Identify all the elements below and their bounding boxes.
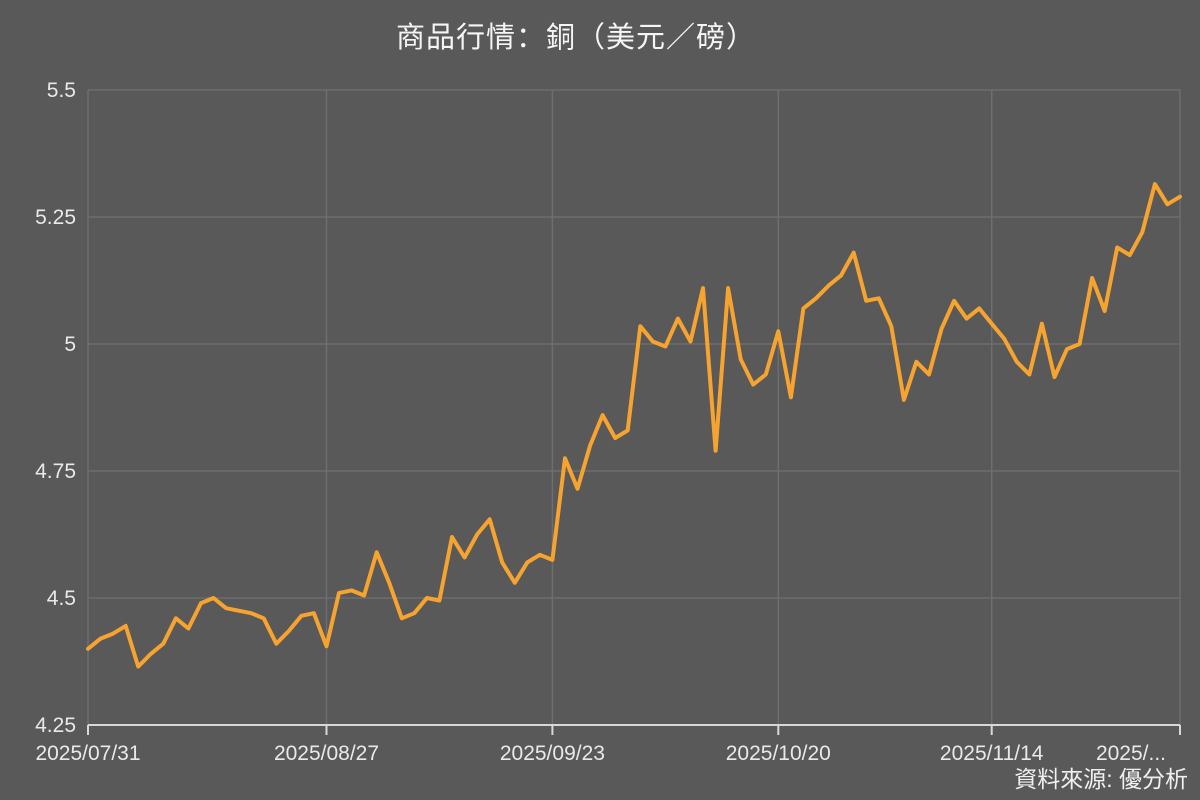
svg-text:4.5: 4.5 bbox=[47, 587, 76, 610]
price-line[interactable] bbox=[86, 182, 1182, 669]
svg-text:5.25: 5.25 bbox=[35, 206, 76, 229]
svg-text:2025/10/20: 2025/10/20 bbox=[726, 742, 831, 765]
svg-text:2025/11/14: 2025/11/14 bbox=[940, 742, 1044, 765]
svg-text:4.25: 4.25 bbox=[35, 714, 76, 737]
horizontal-gridlines bbox=[88, 89, 1180, 599]
svg-text:4.75: 4.75 bbox=[35, 460, 76, 483]
svg-text:2025/08/27: 2025/08/27 bbox=[274, 742, 379, 765]
svg-text:2025/07/31: 2025/07/31 bbox=[35, 742, 140, 765]
svg-text:2025/...: 2025/... bbox=[1096, 742, 1166, 765]
svg-text:2025/09/23: 2025/09/23 bbox=[500, 742, 605, 765]
source-note: 資料來源: 優分析 bbox=[1014, 766, 1188, 792]
x-axis-labels: 2025/07/31 2025/08/27 2025/09/23 2025/10/20… bbox=[35, 742, 1166, 765]
svg-text:5.5: 5.5 bbox=[47, 79, 76, 102]
svg-text:5: 5 bbox=[64, 333, 76, 356]
vertical-gridlines bbox=[87, 90, 1181, 725]
y-axis-labels: 4.25 4.5 4.75 5 5.25 5.5 bbox=[35, 79, 76, 737]
x-axis-line bbox=[87, 724, 1181, 735]
chart-title: 商品行情：銅（美元／磅） bbox=[395, 22, 756, 54]
